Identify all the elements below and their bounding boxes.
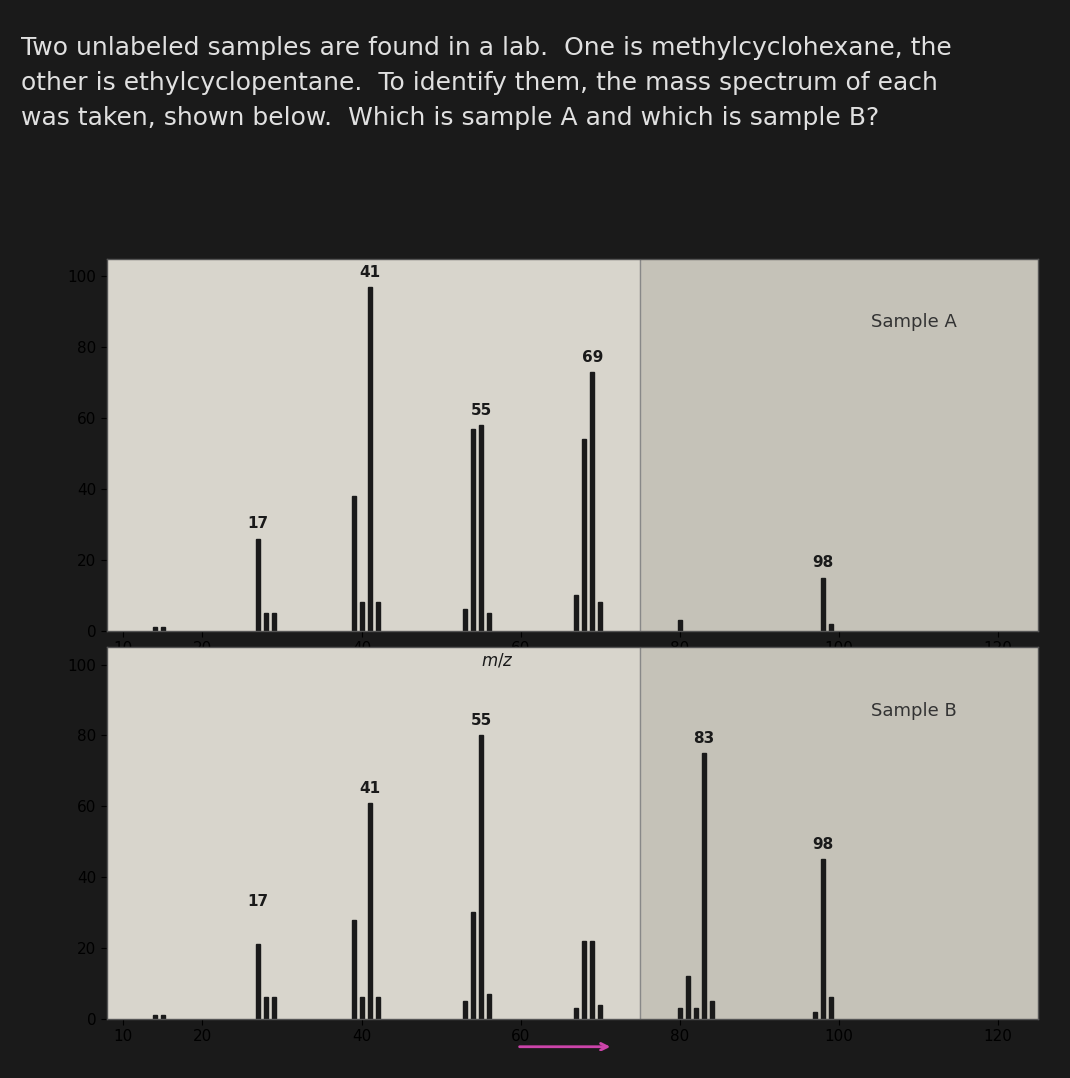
Bar: [360, 997, 364, 1019]
Text: $m/z$: $m/z$: [480, 652, 514, 669]
Bar: [256, 539, 260, 631]
Bar: [360, 603, 364, 631]
Text: 17: 17: [247, 516, 269, 531]
Bar: [829, 623, 834, 631]
Bar: [640, 647, 1038, 1019]
Bar: [582, 440, 586, 631]
Bar: [463, 609, 467, 631]
Bar: [575, 1008, 579, 1019]
Bar: [686, 977, 690, 1019]
Bar: [591, 372, 594, 631]
Bar: [709, 1001, 714, 1019]
Bar: [821, 578, 825, 631]
Bar: [471, 429, 475, 631]
Bar: [264, 997, 269, 1019]
Bar: [471, 912, 475, 1019]
Bar: [598, 603, 602, 631]
Text: 98: 98: [812, 555, 834, 570]
Bar: [821, 859, 825, 1019]
Bar: [352, 920, 355, 1019]
Bar: [591, 941, 594, 1019]
Bar: [678, 620, 682, 631]
Bar: [702, 754, 706, 1019]
Bar: [272, 997, 276, 1019]
Bar: [160, 627, 165, 631]
Bar: [479, 735, 483, 1019]
Bar: [487, 613, 491, 631]
Bar: [160, 1015, 165, 1019]
Bar: [693, 1008, 698, 1019]
Bar: [368, 803, 371, 1019]
Text: $m/z$: $m/z$: [480, 1039, 514, 1056]
Bar: [598, 1005, 602, 1019]
Y-axis label: Relative abundance (%): Relative abundance (%): [44, 742, 59, 924]
Bar: [153, 627, 156, 631]
Bar: [368, 287, 371, 631]
Text: Sample B: Sample B: [871, 702, 957, 719]
Bar: [463, 1001, 467, 1019]
Text: 83: 83: [693, 731, 715, 746]
Bar: [813, 1011, 817, 1019]
FancyArrowPatch shape: [520, 1044, 608, 1050]
Bar: [678, 1008, 682, 1019]
Bar: [352, 496, 355, 631]
Text: Two unlabeled samples are found in a lab.  One is methylcyclohexane, the
other i: Two unlabeled samples are found in a lab…: [21, 36, 952, 130]
Text: Sample A: Sample A: [871, 314, 957, 331]
Bar: [487, 994, 491, 1019]
Bar: [479, 425, 483, 631]
Bar: [153, 1015, 156, 1019]
Text: 41: 41: [360, 265, 380, 280]
Bar: [272, 613, 276, 631]
Bar: [582, 941, 586, 1019]
Bar: [575, 595, 579, 631]
Text: 69: 69: [582, 350, 603, 365]
Bar: [829, 997, 834, 1019]
Bar: [376, 997, 380, 1019]
Y-axis label: Relative abundance (%): Relative abundance (%): [44, 354, 59, 536]
FancyArrowPatch shape: [520, 657, 608, 663]
Text: 98: 98: [812, 838, 834, 853]
Text: 55: 55: [471, 403, 491, 418]
Bar: [256, 944, 260, 1019]
Text: 41: 41: [360, 780, 380, 796]
Bar: [640, 259, 1038, 631]
Bar: [264, 613, 269, 631]
Text: 55: 55: [471, 714, 491, 729]
Bar: [376, 603, 380, 631]
Text: 17: 17: [247, 894, 269, 909]
